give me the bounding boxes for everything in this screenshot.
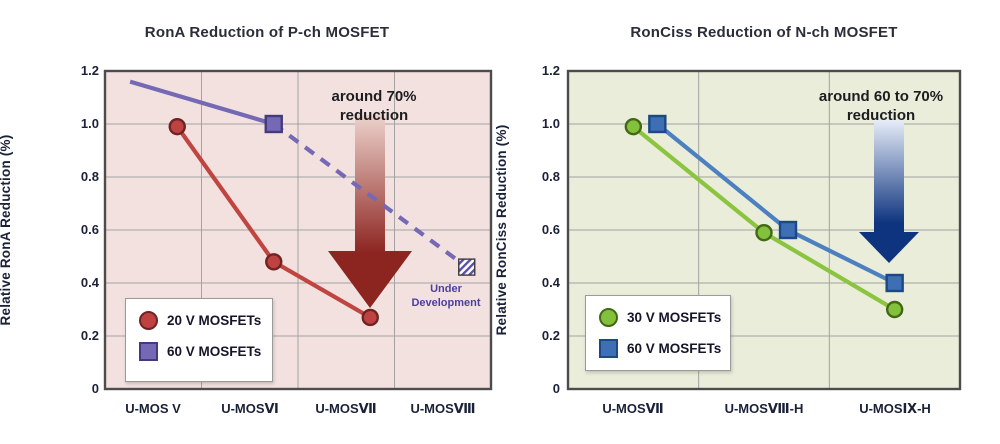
square-marker-icon <box>139 341 158 361</box>
annotation-line: around 60 to 70% <box>818 88 944 105</box>
chart-title-pch: RonA Reduction of P-ch MOSFET <box>144 24 390 41</box>
reduction-annotation-nch: around 60 to 70% reduction <box>763 87 999 125</box>
x-tick-label: U-MOSⅦ <box>315 401 377 416</box>
legend-label: 60 V MOSFETs <box>627 340 722 356</box>
annotation-line: around 70% <box>331 88 417 105</box>
y-tick-label: 0 <box>552 381 560 396</box>
circle-marker-icon <box>599 307 618 327</box>
y-tick-label: 1.0 <box>80 116 99 131</box>
legend-pch: 20 V MOSFETs 60 V MOSFETs <box>125 298 273 382</box>
x-tick-label: U-MOSⅥ <box>221 401 279 416</box>
y-tick-label: 0.4 <box>541 275 560 290</box>
x-tick-label: U-MOSⅨ-H <box>859 401 931 416</box>
under-development-line: Under <box>430 283 462 295</box>
y-tick-label: 0.8 <box>541 169 560 184</box>
circle-marker-icon <box>139 310 158 330</box>
legend-label: 60 V MOSFETs <box>167 343 262 359</box>
y-axis-label-nch: Relative RonCiss Reduction (%) <box>494 124 509 336</box>
x-tick-label: U-MOS V <box>125 401 181 416</box>
y-tick-label: 1.2 <box>80 63 99 78</box>
under-development-line: Development <box>411 296 481 309</box>
y-tick-label: 0 <box>91 381 99 396</box>
legend-item: 60 V MOSFETs <box>139 341 272 361</box>
legend-item: 60 V MOSFETs <box>599 338 730 358</box>
legend-label: 30 V MOSFETs <box>627 309 722 325</box>
legend-item: 30 V MOSFETs <box>599 307 730 327</box>
y-tick-label: 0.6 <box>541 222 560 237</box>
square-marker-icon <box>599 338 618 358</box>
x-tick-label: U-MOSⅧ-H <box>724 401 804 416</box>
under-development-label: Under Development <box>396 283 496 310</box>
reduction-annotation-pch: around 70% reduction <box>264 87 484 125</box>
x-tick-label: U-MOSⅦ <box>602 401 664 416</box>
x-tick-label: U-MOSⅧ <box>410 401 476 416</box>
y-axis-label-pch: Relative RonA Reduction (%) <box>0 134 13 326</box>
annotation-line: reduction <box>846 107 916 124</box>
legend-label: 20 V MOSFETs <box>167 312 262 328</box>
annotation-line: reduction <box>339 107 409 124</box>
y-tick-label: 0.2 <box>80 328 99 343</box>
y-tick-label: 1.2 <box>541 63 560 78</box>
legend-nch: 30 V MOSFETs 60 V MOSFETs <box>585 295 731 371</box>
y-tick-label: 1.0 <box>541 116 560 131</box>
y-tick-label: 0.2 <box>541 328 560 343</box>
legend-item: 20 V MOSFETs <box>139 310 272 330</box>
chart-title-nch: RonCiss Reduction of N-ch MOSFET <box>630 24 898 41</box>
y-tick-label: 0.6 <box>80 222 99 237</box>
y-tick-label: 0.8 <box>80 169 99 184</box>
y-tick-label: 0.4 <box>80 275 99 290</box>
